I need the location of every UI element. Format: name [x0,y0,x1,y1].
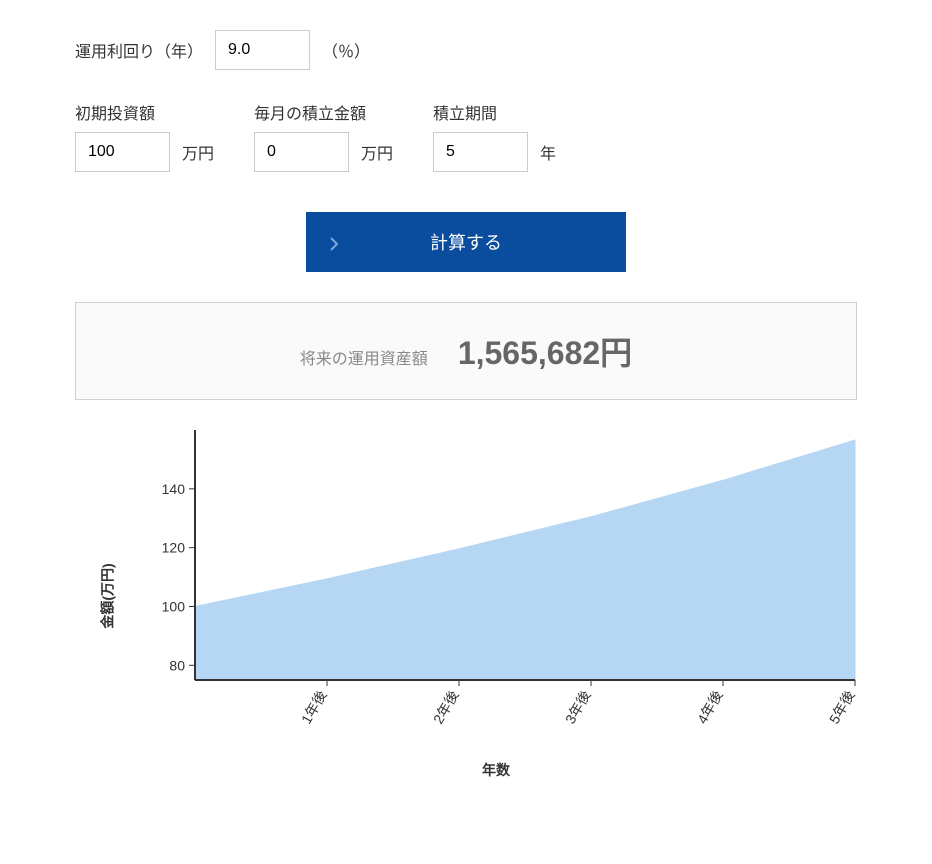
initial-group: 初期投資額 万円 [75,100,214,172]
svg-text:80: 80 [169,657,185,673]
calculate-button-label: 計算する [430,229,502,255]
monthly-label: 毎月の積立金額 [254,100,393,124]
svg-text:5年後: 5年後 [826,688,858,727]
period-input[interactable] [433,132,528,172]
y-axis-title: 金額(万円) [98,563,118,628]
button-row: 計算する [75,212,857,272]
monthly-unit: 万円 [361,140,393,164]
period-unit: 年 [540,140,556,164]
chevron-right-icon [330,235,338,249]
svg-text:4年後: 4年後 [694,688,726,727]
growth-chart: 80 100 120 140 1年後 2年後 3年後 4年後 5年後 [135,420,865,750]
result-label: 将来の運用資産額 [300,345,428,369]
x-axis-title: 年数 [135,760,857,780]
calculate-button[interactable]: 計算する [306,212,626,272]
initial-input[interactable] [75,132,170,172]
initial-unit: 万円 [182,140,214,164]
svg-text:120: 120 [162,540,186,556]
yield-group: 運用利回り（年） （％） [75,30,370,70]
yield-unit: （％） [322,38,370,62]
yield-label: 運用利回り（年） [75,38,203,62]
svg-text:2年後: 2年後 [430,688,462,727]
svg-text:140: 140 [162,481,186,497]
monthly-input[interactable] [254,132,349,172]
period-label: 積立期間 [433,100,556,124]
chart-container: 金額(万円) 80 100 120 140 1年後 2年後 3年後 4年後 5年後 年数 [75,420,857,780]
monthly-group: 毎月の積立金額 万円 [254,100,393,172]
period-group: 積立期間 年 [433,100,556,172]
yield-input[interactable] [215,30,310,70]
initial-label: 初期投資額 [75,100,214,124]
result-box: 将来の運用資産額 1,565,682円 [75,302,857,400]
result-value: 1,565,682円 [458,328,632,374]
yield-row: 運用利回り（年） （％） [75,30,857,70]
svg-text:1年後: 1年後 [298,688,330,727]
svg-text:3年後: 3年後 [562,688,594,727]
svg-text:100: 100 [162,598,186,614]
amounts-row: 初期投資額 万円 毎月の積立金額 万円 積立期間 年 [75,100,857,172]
